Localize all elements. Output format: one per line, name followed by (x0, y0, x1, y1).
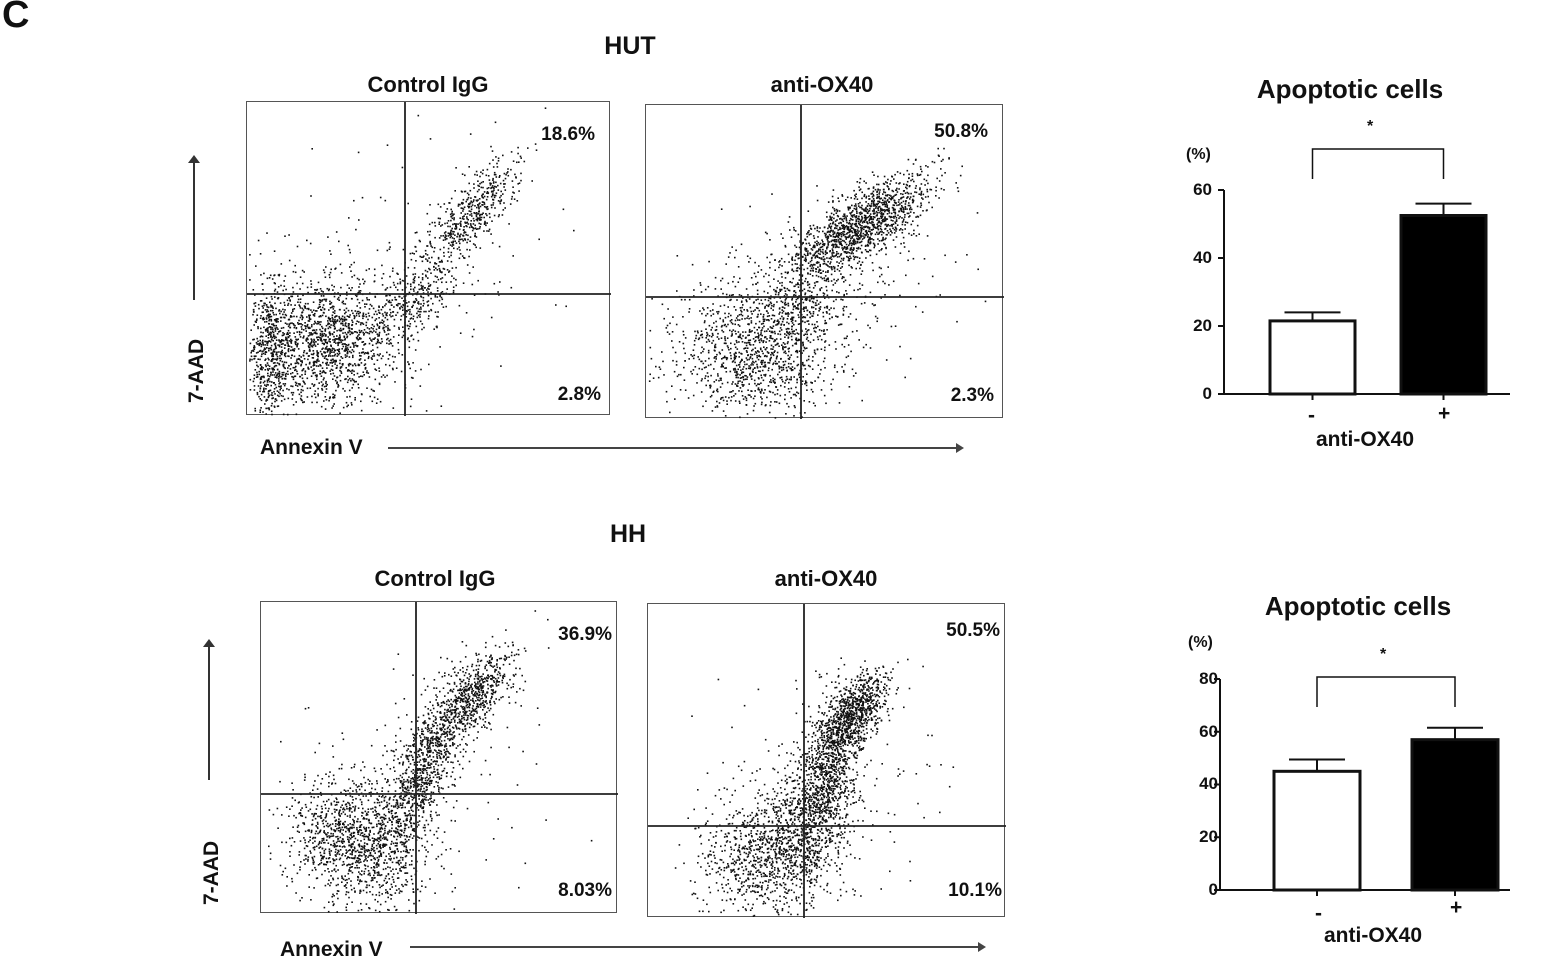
bar-chart-hut (1218, 148, 1510, 400)
y-tick: 60 (1199, 722, 1218, 741)
condition-title: anti-OX40 (774, 566, 878, 591)
y-tick: 40 (1193, 248, 1212, 267)
significance-star: * (1380, 646, 1387, 663)
cell-line-title-hut: HUT (604, 32, 656, 60)
significance-star: * (1367, 118, 1374, 135)
y-unit-label: (%) (1186, 146, 1211, 163)
bar-chart-title: Apoptotic cells (1264, 591, 1452, 621)
y-tick: 0 (1208, 880, 1218, 899)
group-label-plus: + (1438, 402, 1451, 425)
bar-x-axis-label: anti-OX40 (1316, 428, 1415, 451)
y-tick: 0 (1202, 384, 1212, 403)
bar-chart-title: Apoptotic cells (1256, 74, 1444, 104)
arrow-right-icon (956, 443, 964, 453)
arrow-right-icon (978, 942, 986, 952)
group-label-plus: + (1450, 896, 1463, 919)
y-tick: 60 (1193, 180, 1212, 199)
y-tick: 20 (1193, 316, 1212, 335)
upper-right-percent: 36.9% (558, 624, 612, 645)
upper-right-percent: 18.6% (541, 124, 595, 145)
lower-right-percent: 8.03% (558, 880, 612, 901)
condition-title: anti-OX40 (770, 72, 874, 97)
y-axis-label: 7-AAD (185, 338, 208, 403)
bar-chart-hh (1214, 676, 1510, 896)
bar-x-axis-label: anti-OX40 (1324, 924, 1423, 947)
group-label-minus: - (1315, 902, 1322, 925)
y-unit-label: (%) (1188, 634, 1213, 651)
x-axis-label: Annexin V (260, 436, 363, 459)
y-tick: 40 (1199, 774, 1218, 793)
panel-label: C (2, 0, 30, 36)
condition-title: Control IgG (374, 566, 496, 591)
facs-plot-hut-anti-ox40: 50.8% 2.3% (645, 104, 1004, 419)
upper-right-percent: 50.5% (946, 620, 1000, 641)
y-tick: 20 (1199, 827, 1218, 846)
arrow-up-icon (188, 155, 200, 163)
lower-right-percent: 2.3% (950, 385, 994, 406)
x-axis-arrow (388, 447, 958, 449)
x-axis-arrow (410, 946, 980, 948)
facs-plot-hh-anti-ox40: 50.5% 10.1% (647, 603, 1006, 918)
y-axis-arrow (208, 642, 210, 780)
y-tick: 80 (1199, 669, 1218, 688)
y-axis-label: 7-AAD (200, 840, 223, 905)
condition-title: Control IgG (367, 72, 489, 97)
x-axis-label: Annexin V (280, 938, 383, 961)
arrow-up-icon (203, 639, 215, 647)
lower-right-percent: 10.1% (948, 880, 1002, 901)
group-label-minus: - (1308, 404, 1315, 427)
lower-right-percent: 2.8% (557, 384, 601, 405)
cell-line-title-hh: HH (609, 520, 647, 548)
upper-right-percent: 50.8% (934, 121, 988, 142)
facs-plot-hh-control: 36.9% 8.03% (260, 601, 618, 914)
facs-plot-hut-control: 18.6% 2.8% (246, 101, 611, 416)
y-axis-arrow (193, 158, 195, 300)
